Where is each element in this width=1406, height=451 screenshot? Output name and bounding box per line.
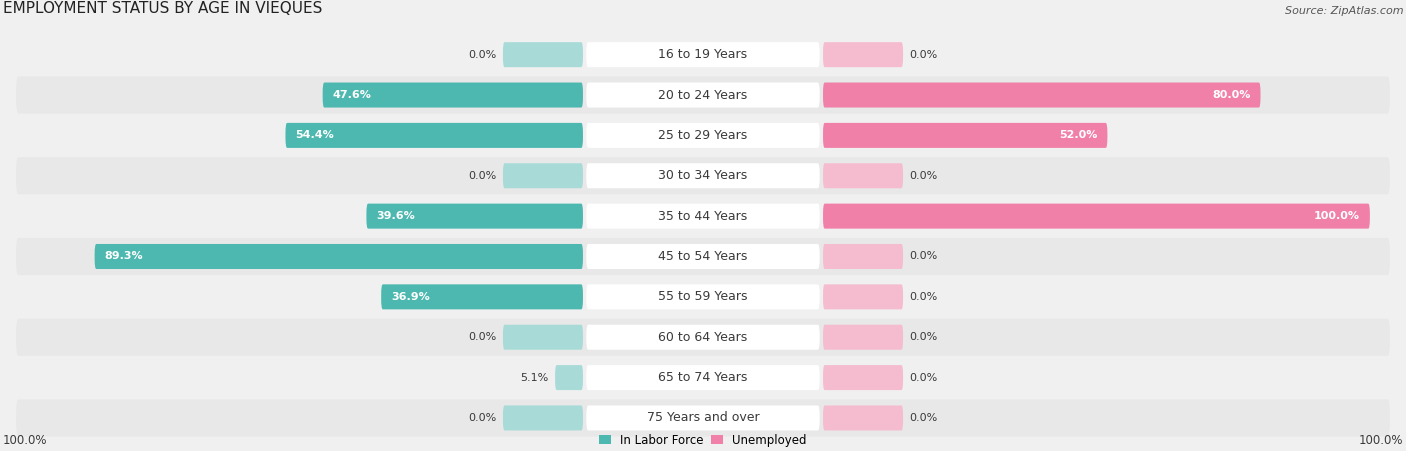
FancyBboxPatch shape	[15, 157, 1391, 194]
FancyBboxPatch shape	[823, 123, 1108, 148]
Text: Source: ZipAtlas.com: Source: ZipAtlas.com	[1285, 6, 1403, 16]
FancyBboxPatch shape	[503, 42, 583, 67]
Text: 80.0%: 80.0%	[1212, 90, 1250, 100]
FancyBboxPatch shape	[586, 325, 820, 350]
Text: 0.0%: 0.0%	[468, 50, 496, 60]
FancyBboxPatch shape	[503, 325, 583, 350]
Text: 0.0%: 0.0%	[468, 332, 496, 342]
Text: 100.0%: 100.0%	[1313, 211, 1360, 221]
FancyBboxPatch shape	[381, 284, 583, 309]
FancyBboxPatch shape	[15, 400, 1391, 437]
Text: 45 to 54 Years: 45 to 54 Years	[658, 250, 748, 263]
FancyBboxPatch shape	[503, 405, 583, 430]
Text: 20 to 24 Years: 20 to 24 Years	[658, 88, 748, 101]
FancyBboxPatch shape	[94, 244, 583, 269]
FancyBboxPatch shape	[503, 163, 583, 188]
FancyBboxPatch shape	[823, 365, 903, 390]
FancyBboxPatch shape	[586, 203, 820, 229]
Text: 100.0%: 100.0%	[1358, 434, 1403, 447]
Text: 36.9%: 36.9%	[391, 292, 430, 302]
FancyBboxPatch shape	[322, 83, 583, 107]
FancyBboxPatch shape	[367, 203, 583, 229]
Text: 65 to 74 Years: 65 to 74 Years	[658, 371, 748, 384]
Text: 0.0%: 0.0%	[468, 413, 496, 423]
FancyBboxPatch shape	[586, 163, 820, 188]
Text: 47.6%: 47.6%	[333, 90, 371, 100]
FancyBboxPatch shape	[15, 117, 1391, 154]
FancyBboxPatch shape	[823, 163, 903, 188]
FancyBboxPatch shape	[823, 405, 903, 430]
Text: 0.0%: 0.0%	[910, 252, 938, 262]
FancyBboxPatch shape	[823, 83, 1261, 107]
FancyBboxPatch shape	[586, 365, 820, 390]
Text: 89.3%: 89.3%	[104, 252, 143, 262]
Text: 0.0%: 0.0%	[910, 292, 938, 302]
Text: 0.0%: 0.0%	[910, 413, 938, 423]
FancyBboxPatch shape	[15, 36, 1391, 73]
FancyBboxPatch shape	[586, 244, 820, 269]
FancyBboxPatch shape	[586, 284, 820, 309]
FancyBboxPatch shape	[586, 123, 820, 148]
Text: 16 to 19 Years: 16 to 19 Years	[658, 48, 748, 61]
FancyBboxPatch shape	[823, 244, 903, 269]
Legend: In Labor Force, Unemployed: In Labor Force, Unemployed	[599, 433, 807, 446]
FancyBboxPatch shape	[15, 278, 1391, 315]
FancyBboxPatch shape	[15, 238, 1391, 275]
Text: 54.4%: 54.4%	[295, 130, 335, 140]
Text: 0.0%: 0.0%	[910, 332, 938, 342]
Text: 25 to 29 Years: 25 to 29 Years	[658, 129, 748, 142]
FancyBboxPatch shape	[823, 203, 1369, 229]
Text: 0.0%: 0.0%	[910, 373, 938, 382]
Text: 5.1%: 5.1%	[520, 373, 548, 382]
FancyBboxPatch shape	[586, 405, 820, 430]
Text: 35 to 44 Years: 35 to 44 Years	[658, 210, 748, 223]
FancyBboxPatch shape	[285, 123, 583, 148]
FancyBboxPatch shape	[586, 83, 820, 107]
Text: 0.0%: 0.0%	[468, 171, 496, 181]
Text: 55 to 59 Years: 55 to 59 Years	[658, 290, 748, 304]
Text: 52.0%: 52.0%	[1059, 130, 1098, 140]
FancyBboxPatch shape	[15, 319, 1391, 356]
FancyBboxPatch shape	[823, 284, 903, 309]
Text: EMPLOYMENT STATUS BY AGE IN VIEQUES: EMPLOYMENT STATUS BY AGE IN VIEQUES	[3, 1, 322, 16]
Text: 0.0%: 0.0%	[910, 171, 938, 181]
FancyBboxPatch shape	[555, 365, 583, 390]
Text: 100.0%: 100.0%	[3, 434, 48, 447]
Text: 0.0%: 0.0%	[910, 50, 938, 60]
Text: 30 to 34 Years: 30 to 34 Years	[658, 169, 748, 182]
FancyBboxPatch shape	[15, 359, 1391, 396]
FancyBboxPatch shape	[15, 198, 1391, 235]
Text: 75 Years and over: 75 Years and over	[647, 411, 759, 424]
FancyBboxPatch shape	[823, 42, 903, 67]
Text: 39.6%: 39.6%	[377, 211, 415, 221]
FancyBboxPatch shape	[15, 77, 1391, 114]
Text: 60 to 64 Years: 60 to 64 Years	[658, 331, 748, 344]
FancyBboxPatch shape	[823, 325, 903, 350]
FancyBboxPatch shape	[586, 42, 820, 67]
